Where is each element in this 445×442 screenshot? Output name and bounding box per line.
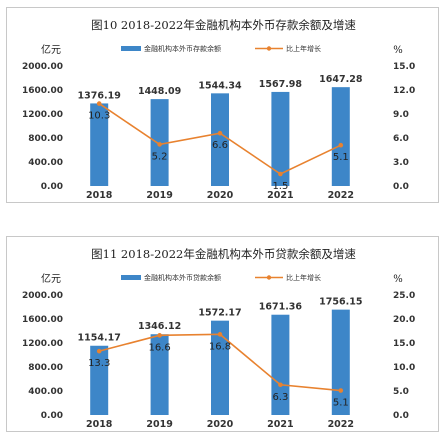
growth-point: [338, 388, 344, 393]
growth-point: [157, 142, 162, 147]
growth-point: [278, 171, 283, 177]
y-tick-label: 1600.00: [22, 315, 63, 325]
y2-tick-label: 15.0: [393, 62, 415, 72]
growth-point: [96, 348, 102, 354]
growth-data-label: 5.1: [333, 398, 349, 409]
y2-tick-label: 6.0: [393, 134, 409, 144]
chart-title: 图11 2018-2022年金融机构本外币贷款余额及增速: [91, 247, 356, 261]
legend-bar-label: 金融机构本外币存款余额: [144, 44, 221, 53]
bar: [211, 93, 229, 186]
y2-tick-label: 9.0: [393, 110, 409, 120]
legend-line-label: 比上年增长: [286, 44, 321, 53]
bar: [150, 334, 169, 415]
y2-tick-label: 10.0: [393, 363, 415, 373]
bar: [211, 320, 229, 415]
y2-axis-label: %: [393, 45, 403, 56]
category-label: 2018: [86, 190, 113, 201]
y2-tick-label: 20.0: [393, 315, 415, 325]
y-tick-label: 1600.00: [22, 86, 63, 96]
bar-data-label: 1346.12: [138, 321, 181, 332]
growth-data-label: 5.1: [333, 152, 349, 163]
bar: [331, 87, 350, 186]
category-label: 2019: [146, 190, 172, 201]
y2-tick-label: 0.0: [393, 411, 409, 421]
y2-tick-label: 25.0: [393, 291, 415, 301]
y-tick-label: 2000.00: [22, 62, 63, 72]
bar-data-label: 1376.19: [78, 90, 121, 101]
growth-point: [96, 101, 102, 106]
y-tick-label: 0.00: [41, 182, 63, 192]
y-tick-label: 2000.00: [22, 291, 63, 301]
growth-data-label: 10.3: [88, 111, 110, 122]
growth-point: [157, 333, 162, 338]
growth-point: [217, 130, 223, 136]
y2-tick-label: 12.0: [393, 86, 415, 96]
bar-data-label: 1671.36: [259, 302, 303, 313]
category-label: 2019: [146, 419, 172, 430]
bar: [90, 103, 109, 186]
category-label: 2021: [267, 190, 293, 201]
growth-data-label: 1.5: [272, 181, 288, 192]
bar: [271, 91, 290, 186]
chart-panel-loans: 图11 2018-2022年金融机构本外币贷款余额及增速亿元% 金融机构本外币贷款…: [6, 236, 439, 432]
bar-data-label: 1544.34: [198, 80, 242, 91]
y-axis-label: 亿元: [41, 272, 61, 285]
bar-data-label: 1647.28: [319, 74, 363, 85]
y-tick-label: 800.00: [28, 134, 63, 144]
y-tick-label: 400.00: [28, 158, 63, 168]
y2-tick-label: 3.0: [393, 158, 409, 168]
growth-data-label: 6.6: [212, 140, 228, 151]
growth-data-label: 5.2: [152, 151, 168, 162]
y-tick-label: 1200.00: [22, 110, 63, 120]
growth-data-label: 16.8: [209, 341, 231, 352]
y2-tick-label: 5.0: [393, 387, 409, 397]
growth-data-label: 16.6: [148, 342, 170, 353]
bar: [271, 314, 290, 415]
y-axis-label: 亿元: [41, 43, 61, 56]
growth-point: [217, 332, 223, 337]
y2-axis-label: %: [393, 274, 403, 285]
category-label: 2020: [207, 419, 234, 430]
y2-tick-label: 15.0: [393, 339, 415, 349]
y2-tick-label: 0.0: [393, 182, 409, 192]
category-label: 2022: [328, 190, 354, 201]
bar-data-label: 1756.15: [319, 297, 362, 308]
legend-line-marker: [266, 275, 272, 280]
bar-data-label: 1448.09: [138, 86, 181, 97]
legend-line-marker: [266, 46, 272, 51]
bar-data-label: 1567.98: [259, 79, 303, 90]
bar-data-label: 1154.17: [78, 333, 121, 344]
legend-line-label: 比上年增长: [286, 273, 321, 282]
y-tick-label: 800.00: [28, 363, 63, 373]
y-tick-label: 0.00: [41, 411, 63, 421]
category-label: 2021: [267, 419, 293, 430]
category-label: 2018: [86, 419, 113, 430]
bar: [331, 309, 350, 415]
category-label: 2020: [207, 190, 234, 201]
growth-point: [278, 382, 283, 388]
bar-data-label: 1572.17: [198, 308, 241, 319]
y-tick-label: 1200.00: [22, 339, 63, 349]
growth-data-label: 13.3: [88, 358, 110, 369]
y-tick-label: 400.00: [28, 387, 63, 397]
legend-bar-swatch: [121, 46, 141, 51]
chart-title: 图10 2018-2022年金融机构本外币存款余额及增速: [91, 18, 356, 32]
legend-bar-swatch: [121, 275, 141, 280]
growth-point: [338, 142, 344, 148]
growth-data-label: 6.3: [272, 392, 288, 403]
category-label: 2022: [328, 419, 354, 430]
legend-bar-label: 金融机构本外币贷款余额: [144, 273, 221, 282]
bar: [90, 345, 109, 415]
chart-panel-deposits: 图10 2018-2022年金融机构本外币存款余额及增速亿元% 金融机构本外币存款…: [6, 7, 439, 203]
